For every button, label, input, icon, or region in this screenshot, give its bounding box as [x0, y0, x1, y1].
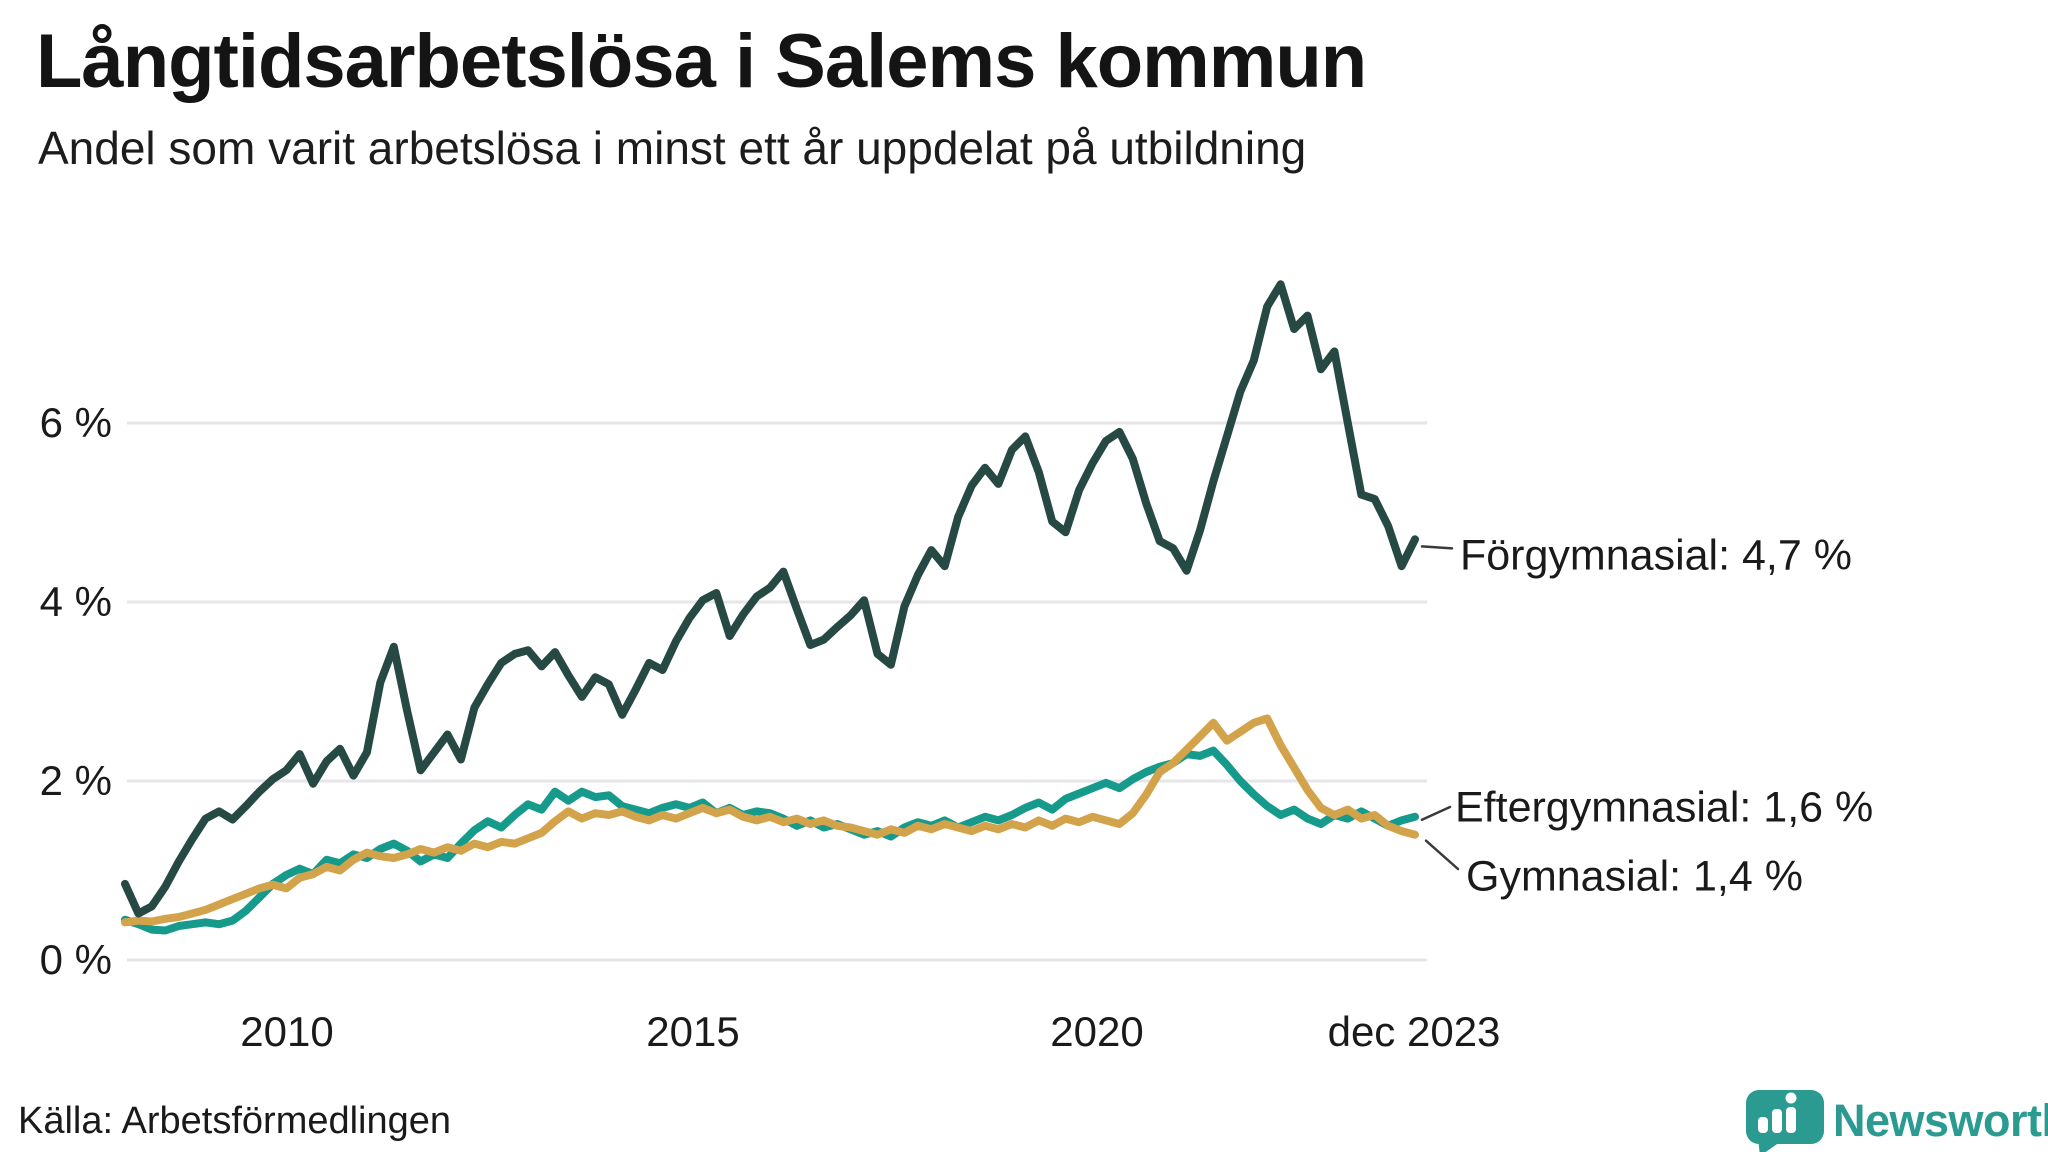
series-label-forgymnasial: Förgymnasial: 4,7 % [1460, 531, 1852, 580]
x-axis-tick-dec2023: dec 2023 [1327, 1008, 1501, 1055]
page-subtitle: Andel som varit arbetslösa i minst ett å… [38, 122, 1307, 174]
y-axis-tick-4: 4 % [39, 578, 112, 625]
y-axis-tick-6: 6 % [39, 399, 112, 446]
page-title: Långtidsarbetslösa i Salems kommun [36, 19, 1367, 104]
series-label-eftergymnasial: Eftergymnasial: 1,6 % [1455, 783, 1874, 832]
x-axis-tick-2010: 2010 [240, 1008, 334, 1055]
y-axis-tick-2: 2 % [39, 757, 112, 804]
series-label-gymnasial: Gymnasial: 1,4 % [1466, 852, 1803, 901]
newsworthy-logo: Newsworthy [1744, 1086, 2048, 1152]
y-axis-tick-0: 0 % [39, 936, 112, 983]
x-axis-tick-2015: 2015 [646, 1008, 740, 1055]
newsworthy-logo-icon [1746, 1090, 1824, 1152]
newsworthy-logo-text: Newsworthy [1833, 1095, 2048, 1146]
source-note: Källa: Arbetsförmedlingen [18, 1100, 452, 1142]
x-axis-tick-2020: 2020 [1050, 1008, 1144, 1055]
